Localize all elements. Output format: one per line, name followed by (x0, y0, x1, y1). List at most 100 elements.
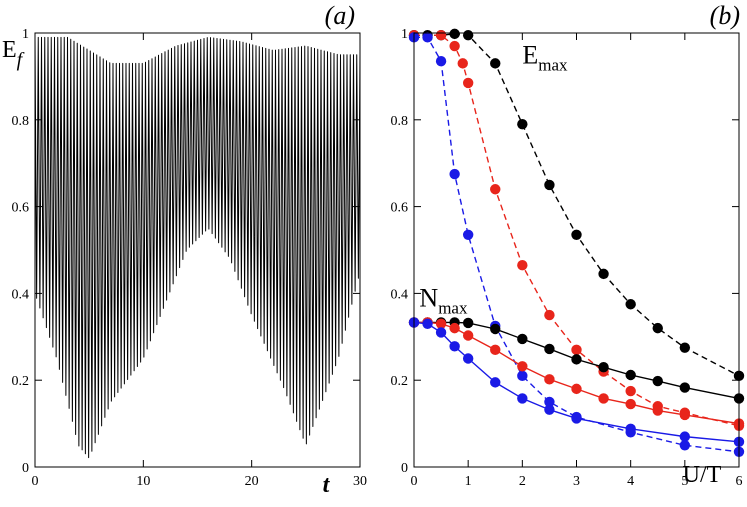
series-4-point (544, 374, 555, 385)
series-4-point (462, 330, 474, 341)
panel-b-xtick-label: 2 (519, 474, 526, 489)
series-3-point (544, 343, 555, 355)
panel-b-xlabel: U/T (683, 462, 722, 488)
panel-a-xtick-label: 10 (136, 474, 150, 489)
series-2-point (679, 440, 691, 451)
panel-a-xtick-label: 20 (245, 474, 259, 489)
panel-b-ytick-label: 0.2 (391, 374, 409, 389)
series-5-point (449, 341, 460, 352)
panel-a-xtick-label: 0 (32, 474, 39, 489)
series-4-point (517, 361, 528, 372)
panel-b-label: (b) (710, 1, 740, 30)
panel-a-xtick-label: 30 (353, 474, 367, 489)
series-3-point (598, 361, 609, 373)
panel-a-plot (34, 36, 361, 459)
series-0-point (679, 342, 691, 353)
series-3-point (462, 317, 474, 329)
series-4-point (679, 409, 691, 421)
series-1-line (414, 34, 740, 427)
panel-a-ticks: 0 10 20 30 0 0.2 0.4 0.6 0.8 1 (12, 27, 368, 489)
annotation-sub: max (538, 55, 568, 74)
panel-b-ticks: 0 1 2 3 4 5 6 0 0.2 0.4 0.6 0.8 1 (391, 27, 743, 489)
series-5-point (422, 318, 433, 329)
series-4-point (435, 318, 447, 329)
annotation-sub: max (438, 298, 468, 317)
panel-a-ytick-label: 0.2 (12, 374, 30, 389)
panel-a-ytick-label: 0 (22, 461, 29, 476)
series-0-point (544, 179, 555, 191)
panel-a-label: (a) (325, 1, 355, 30)
series-2-point (462, 229, 474, 241)
series-2-point (544, 396, 555, 408)
panel-a-ytick-label: 1 (22, 27, 29, 42)
series-1-point (462, 77, 474, 89)
series-0-point (449, 28, 460, 40)
panel-a-xlabel: t (323, 472, 331, 498)
series-2-point (449, 168, 460, 180)
series-2-point (517, 370, 528, 382)
series-0-line (414, 33, 740, 377)
panel-b-xtick-label: 4 (627, 474, 634, 489)
series-1-point (457, 58, 468, 69)
annotation-e-max: Emax (522, 40, 568, 74)
series-5-point (517, 393, 528, 404)
series-5-line (413, 321, 740, 443)
series-5-point (490, 377, 501, 388)
panel-a-ylabel: Ef (2, 37, 25, 71)
series-5-point (462, 353, 474, 364)
series-0-point (598, 268, 609, 280)
annotation-main: N (419, 283, 438, 312)
panel-b-ytick-label: 0.4 (391, 287, 409, 302)
series-0-point (625, 299, 636, 310)
panel-a-frame (34, 32, 361, 468)
series-5-point (571, 413, 582, 424)
series-0-point (652, 322, 663, 334)
panel-a-ytick-label: 0.4 (12, 287, 30, 302)
panel-b-frame (413, 32, 740, 468)
panel-b-xtick-label: 1 (465, 474, 472, 489)
panel-b-ytick-label: 0.8 (391, 114, 409, 129)
series-4-line (414, 321, 740, 425)
panel-b-xtick-label: 3 (573, 474, 580, 489)
series-1-point (490, 184, 501, 195)
series-3-point (490, 323, 501, 335)
series-1-point (571, 344, 582, 356)
panel-a-ylabel-sub: f (17, 49, 25, 71)
annotation-main: E (522, 40, 538, 69)
ef-oscillation-line (34, 36, 361, 459)
panel-a-ylabel-main: E (2, 37, 17, 63)
series-3-point (679, 382, 691, 393)
series-4-point (571, 383, 582, 395)
series-4-point (625, 398, 636, 410)
series-3-point (625, 369, 636, 381)
panel-a: 0 10 20 30 0 0.2 0.4 0.6 0.8 1 (a) t Ef (2, 1, 367, 498)
series-5-point (435, 327, 447, 338)
series-1-point (449, 40, 460, 52)
series-5-point (679, 431, 691, 442)
series-0-point (517, 118, 528, 130)
panel-b-ytick-label: 0 (401, 461, 408, 476)
series-5-point (625, 423, 636, 435)
series-2-point (435, 56, 447, 67)
series-0-point (571, 229, 582, 241)
series-3-point (652, 375, 663, 387)
panel-a-ytick-label: 0.6 (12, 201, 30, 216)
series-1-point (517, 259, 528, 271)
panel-b-ytick-label: 1 (401, 27, 408, 42)
series-4-point (490, 344, 501, 356)
series-0-point (490, 58, 501, 69)
panel-b-xtick-label: 6 (736, 474, 743, 489)
series-1-point (544, 309, 555, 321)
series-4-point (598, 393, 609, 404)
panel-b-xtick-label: 0 (411, 474, 418, 489)
series-4-point (652, 405, 663, 416)
panel-b-xtick-label: 5 (681, 474, 688, 489)
panel-a-ytick-label: 0.8 (12, 114, 30, 129)
series-3-point (517, 333, 528, 345)
series-1-point (435, 29, 447, 41)
panel-b-ytick-label: 0.6 (391, 201, 409, 216)
series-2-point (422, 32, 433, 43)
